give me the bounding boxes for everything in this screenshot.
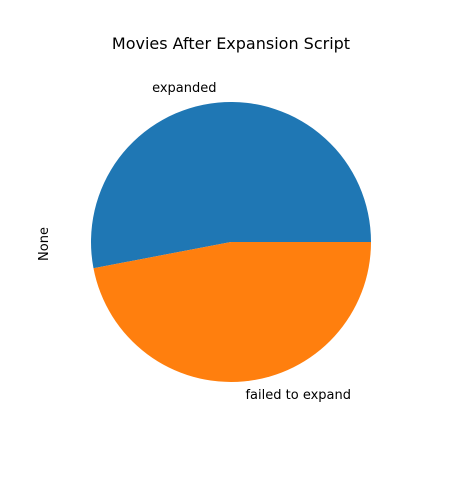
pie-slice-labels: expanded failed to expand	[152, 81, 351, 403]
pie-label-failed-to-expand: failed to expand	[245, 388, 351, 403]
pie-slice-expanded	[90, 101, 371, 269]
y-axis-label: None	[37, 227, 52, 261]
pie-slices	[90, 101, 371, 382]
pie-label-expanded: expanded	[152, 81, 216, 96]
chart-title: Movies After Expansion Script	[112, 34, 350, 53]
pie-slice-failed-to-expand	[93, 242, 371, 382]
